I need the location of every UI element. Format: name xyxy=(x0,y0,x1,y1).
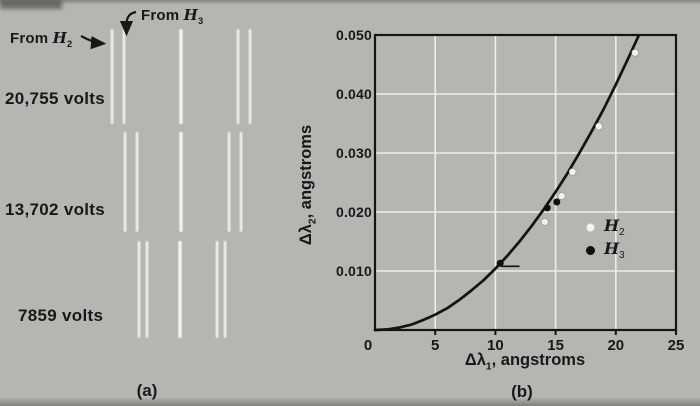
y-tick-label: 0.040 xyxy=(335,86,372,102)
data-point-h3 xyxy=(496,259,504,267)
legend-h2-subscript: 2 xyxy=(619,227,625,239)
y-axis-label-rest: , angstroms xyxy=(297,124,315,219)
data-point-h3 xyxy=(543,204,551,212)
spectral-line xyxy=(223,241,227,338)
spectral-line xyxy=(179,132,183,232)
legend-entry-h2: H2 xyxy=(586,216,625,239)
spectral-line xyxy=(145,241,149,338)
x-tick-label: 20 xyxy=(607,337,625,354)
legend-entry-h3: H3 xyxy=(586,239,625,262)
chart-legend: H2 H3 xyxy=(586,216,625,262)
y-tick-label: 0.020 xyxy=(335,204,372,220)
legend-h3-subscript: 3 xyxy=(619,250,625,262)
y-axis-label-subscript: 2 xyxy=(307,218,319,225)
x-tick-label: 25 xyxy=(667,337,685,354)
voltage-label: 7859 volts xyxy=(18,306,104,325)
data-point-h2 xyxy=(595,122,603,131)
scan-edge-bottom xyxy=(0,397,700,406)
panel-a-caption: (a) xyxy=(136,381,158,400)
x-axis-label: Δλ1, angstroms xyxy=(425,351,625,372)
fit-curve xyxy=(373,34,641,332)
from-h2-subscript: 2 xyxy=(67,39,73,49)
from-h2-symbol: H xyxy=(52,29,68,47)
from-h3-symbol: H xyxy=(183,6,199,24)
plot-border xyxy=(373,33,678,332)
legend-h2-symbol: H xyxy=(604,216,620,236)
legend-h3-symbol: H xyxy=(604,239,620,259)
spectral-line xyxy=(110,29,114,124)
y-tick-label: 0.030 xyxy=(335,145,372,161)
data-point-h2 xyxy=(540,218,549,226)
spectral-line xyxy=(248,29,252,124)
from-h3-label: From H3 xyxy=(141,6,203,26)
spectral-line xyxy=(179,29,183,124)
from-h2-label: From H2 xyxy=(10,29,72,49)
x-tick-label: 0 xyxy=(363,337,373,354)
data-point-h2 xyxy=(568,167,577,176)
spectral-line xyxy=(215,241,219,338)
x-axis-label-subscript: 1 xyxy=(485,361,492,373)
x-tick-label: 15 xyxy=(547,337,564,354)
spectral-line xyxy=(236,29,240,124)
spectral-line xyxy=(135,132,139,232)
scan-edge-top xyxy=(0,0,700,5)
x-axis-label-rest: , angstroms xyxy=(491,351,586,369)
x-tick-label: 5 xyxy=(431,337,440,354)
legend-label-h2: H2 xyxy=(604,216,625,238)
voltage-label: 20,755 volts xyxy=(5,89,105,108)
spectral-line xyxy=(239,132,243,232)
from-h3-subscript: 3 xyxy=(198,16,204,26)
data-point-h2 xyxy=(557,192,566,201)
y-axis-label-base: Δλ xyxy=(297,224,315,246)
h3-marker-swatch-icon xyxy=(586,246,595,255)
data-point-h2 xyxy=(631,48,639,57)
scan-edge-corner xyxy=(0,0,62,9)
from-h3-arrow-icon xyxy=(119,10,137,37)
spectral-line xyxy=(227,132,231,232)
x-tick-label: 10 xyxy=(487,337,504,354)
y-axis-label: Δλ2, angstroms xyxy=(297,100,319,270)
from-h2-arrow-icon xyxy=(80,35,107,50)
voltage-label: 13,702 volts xyxy=(5,200,105,219)
spectral-line xyxy=(137,241,141,338)
panel-b-caption: (b) xyxy=(511,382,533,401)
y-tick-label: 0.010 xyxy=(335,263,372,279)
x-axis-label-base: Δλ xyxy=(464,351,486,369)
spectral-line xyxy=(122,29,126,124)
spectral-line xyxy=(123,132,127,232)
from-h2-prefix: From xyxy=(10,30,53,47)
data-point-h3 xyxy=(553,198,561,206)
y-tick-label: 0.050 xyxy=(335,27,372,43)
legend-label-h3: H3 xyxy=(604,239,625,261)
h2-marker-swatch-icon xyxy=(586,223,595,232)
from-h3-prefix: From xyxy=(141,7,184,24)
spectral-line xyxy=(178,241,182,338)
